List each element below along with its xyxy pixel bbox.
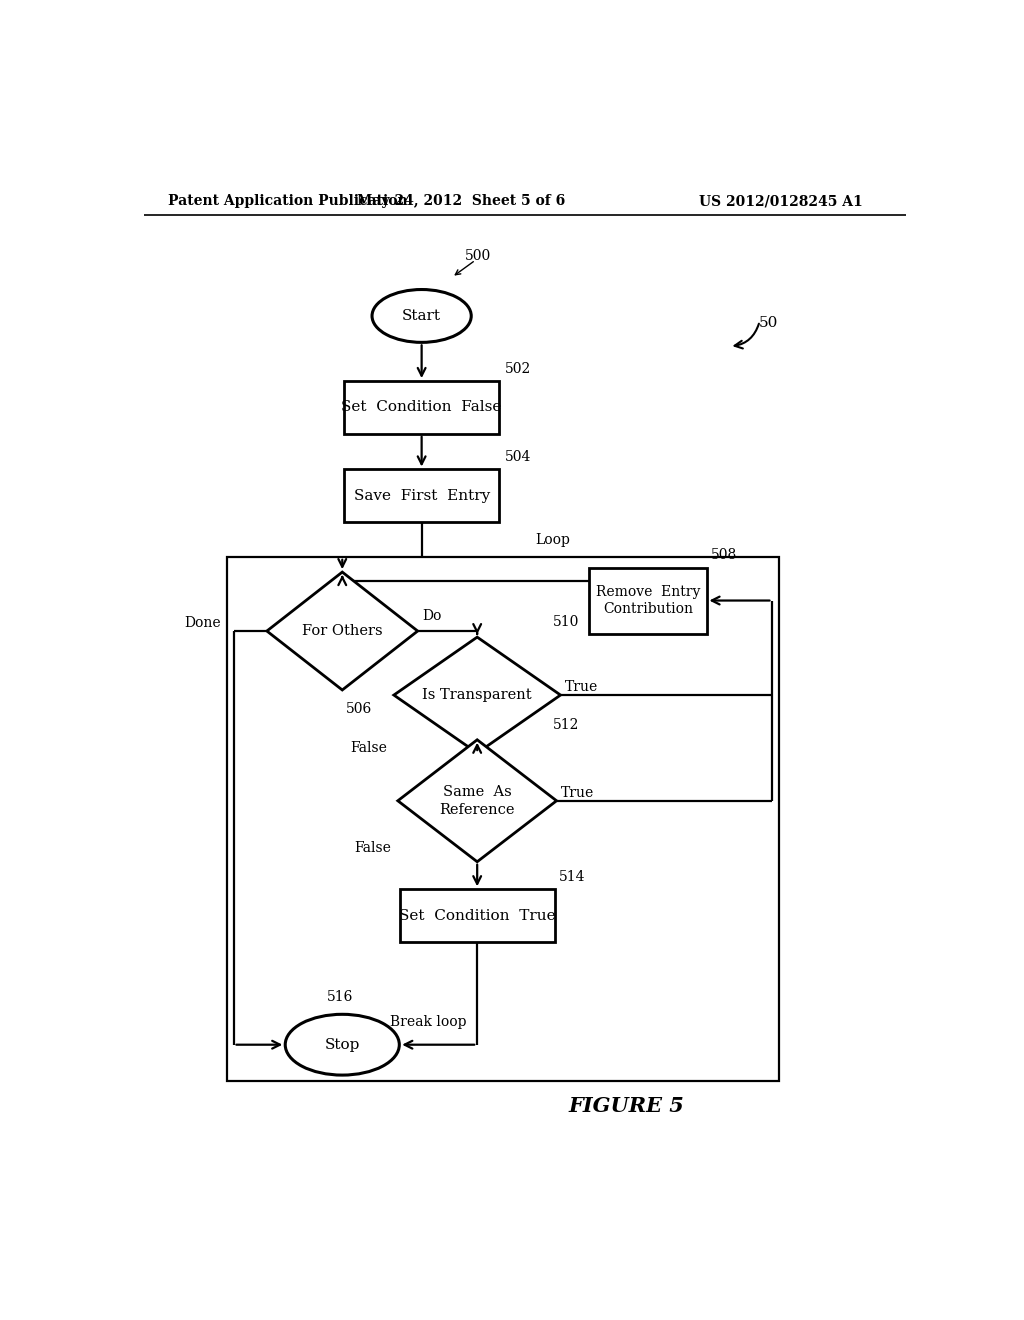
Ellipse shape	[286, 1014, 399, 1074]
Bar	[399, 890, 555, 942]
Bar	[344, 470, 499, 523]
Text: 516: 516	[327, 990, 353, 1005]
Text: For Others: For Others	[302, 624, 383, 638]
Text: Save  First  Entry: Save First Entry	[353, 488, 489, 503]
Text: 500: 500	[465, 249, 492, 263]
Text: Set  Condition  False: Set Condition False	[341, 400, 502, 414]
Text: May 24, 2012  Sheet 5 of 6: May 24, 2012 Sheet 5 of 6	[357, 194, 565, 209]
Text: True: True	[560, 785, 594, 800]
Text: Start: Start	[402, 309, 441, 323]
Text: 506: 506	[346, 702, 373, 717]
Text: Same  As
Reference: Same As Reference	[439, 784, 515, 817]
Text: Done: Done	[184, 616, 221, 630]
Text: Do: Do	[423, 609, 441, 623]
Polygon shape	[397, 739, 557, 862]
Bar	[589, 568, 707, 634]
Text: FIGURE 5: FIGURE 5	[568, 1096, 684, 1115]
Text: 50: 50	[759, 315, 778, 330]
Text: 504: 504	[506, 450, 531, 465]
Text: Patent Application Publication: Patent Application Publication	[168, 194, 408, 209]
Ellipse shape	[372, 289, 471, 342]
Text: Break loop: Break loop	[390, 1015, 466, 1030]
Text: Is Transparent: Is Transparent	[422, 688, 532, 702]
Text: 512: 512	[553, 718, 579, 731]
Text: 510: 510	[553, 615, 579, 630]
Text: Remove  Entry
Contribution: Remove Entry Contribution	[596, 586, 700, 615]
Text: True: True	[564, 680, 598, 694]
Text: US 2012/0128245 A1: US 2012/0128245 A1	[699, 194, 863, 209]
Text: 502: 502	[506, 362, 531, 376]
Text: Loop: Loop	[536, 533, 570, 546]
Bar	[227, 557, 778, 1081]
Polygon shape	[394, 638, 560, 752]
Text: Stop: Stop	[325, 1038, 360, 1052]
Text: 508: 508	[711, 548, 736, 562]
Text: 514: 514	[558, 870, 585, 884]
Text: False: False	[354, 841, 391, 855]
Bar	[344, 381, 499, 434]
Text: False: False	[350, 741, 387, 755]
Text: Set  Condition  True: Set Condition True	[399, 908, 555, 923]
Polygon shape	[267, 572, 418, 690]
